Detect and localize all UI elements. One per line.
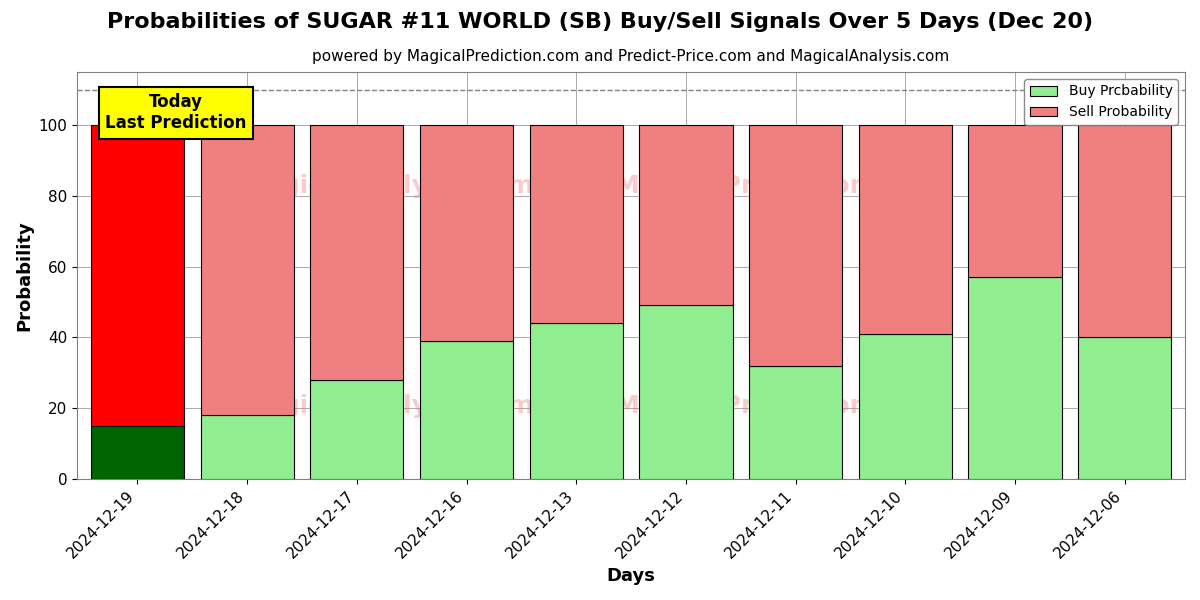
Bar (749, 365, 842, 479)
Bar (1078, 125, 1171, 337)
Bar (91, 426, 184, 479)
Bar (311, 380, 403, 479)
Bar (640, 305, 732, 479)
Bar (91, 125, 184, 426)
Bar (859, 125, 952, 334)
Bar (200, 415, 294, 479)
Text: MagicalPrediction.com: MagicalPrediction.com (614, 174, 936, 198)
Text: MagicalAnalysis.com: MagicalAnalysis.com (240, 174, 534, 198)
Legend: Buy Prcbability, Sell Probability: Buy Prcbability, Sell Probability (1024, 79, 1178, 125)
Text: Probabilities of SUGAR #11 WORLD (SB) Buy/Sell Signals Over 5 Days (Dec 20): Probabilities of SUGAR #11 WORLD (SB) Bu… (107, 12, 1093, 32)
Bar (968, 125, 1062, 277)
Y-axis label: Probability: Probability (14, 220, 32, 331)
Text: MagicalAnalysis.com: MagicalAnalysis.com (240, 394, 534, 418)
Bar (859, 334, 952, 479)
X-axis label: Days: Days (607, 567, 655, 585)
Title: powered by MagicalPrediction.com and Predict-Price.com and MagicalAnalysis.com: powered by MagicalPrediction.com and Pre… (312, 49, 949, 64)
Bar (420, 341, 514, 479)
Bar (200, 125, 294, 415)
Text: MagicalPrediction.com: MagicalPrediction.com (614, 394, 936, 418)
Bar (529, 125, 623, 323)
Bar (749, 125, 842, 365)
Bar (640, 125, 732, 305)
Bar (529, 323, 623, 479)
Text: Today
Last Prediction: Today Last Prediction (106, 93, 246, 132)
Bar (968, 277, 1062, 479)
Bar (420, 125, 514, 341)
Bar (1078, 337, 1171, 479)
Bar (311, 125, 403, 380)
